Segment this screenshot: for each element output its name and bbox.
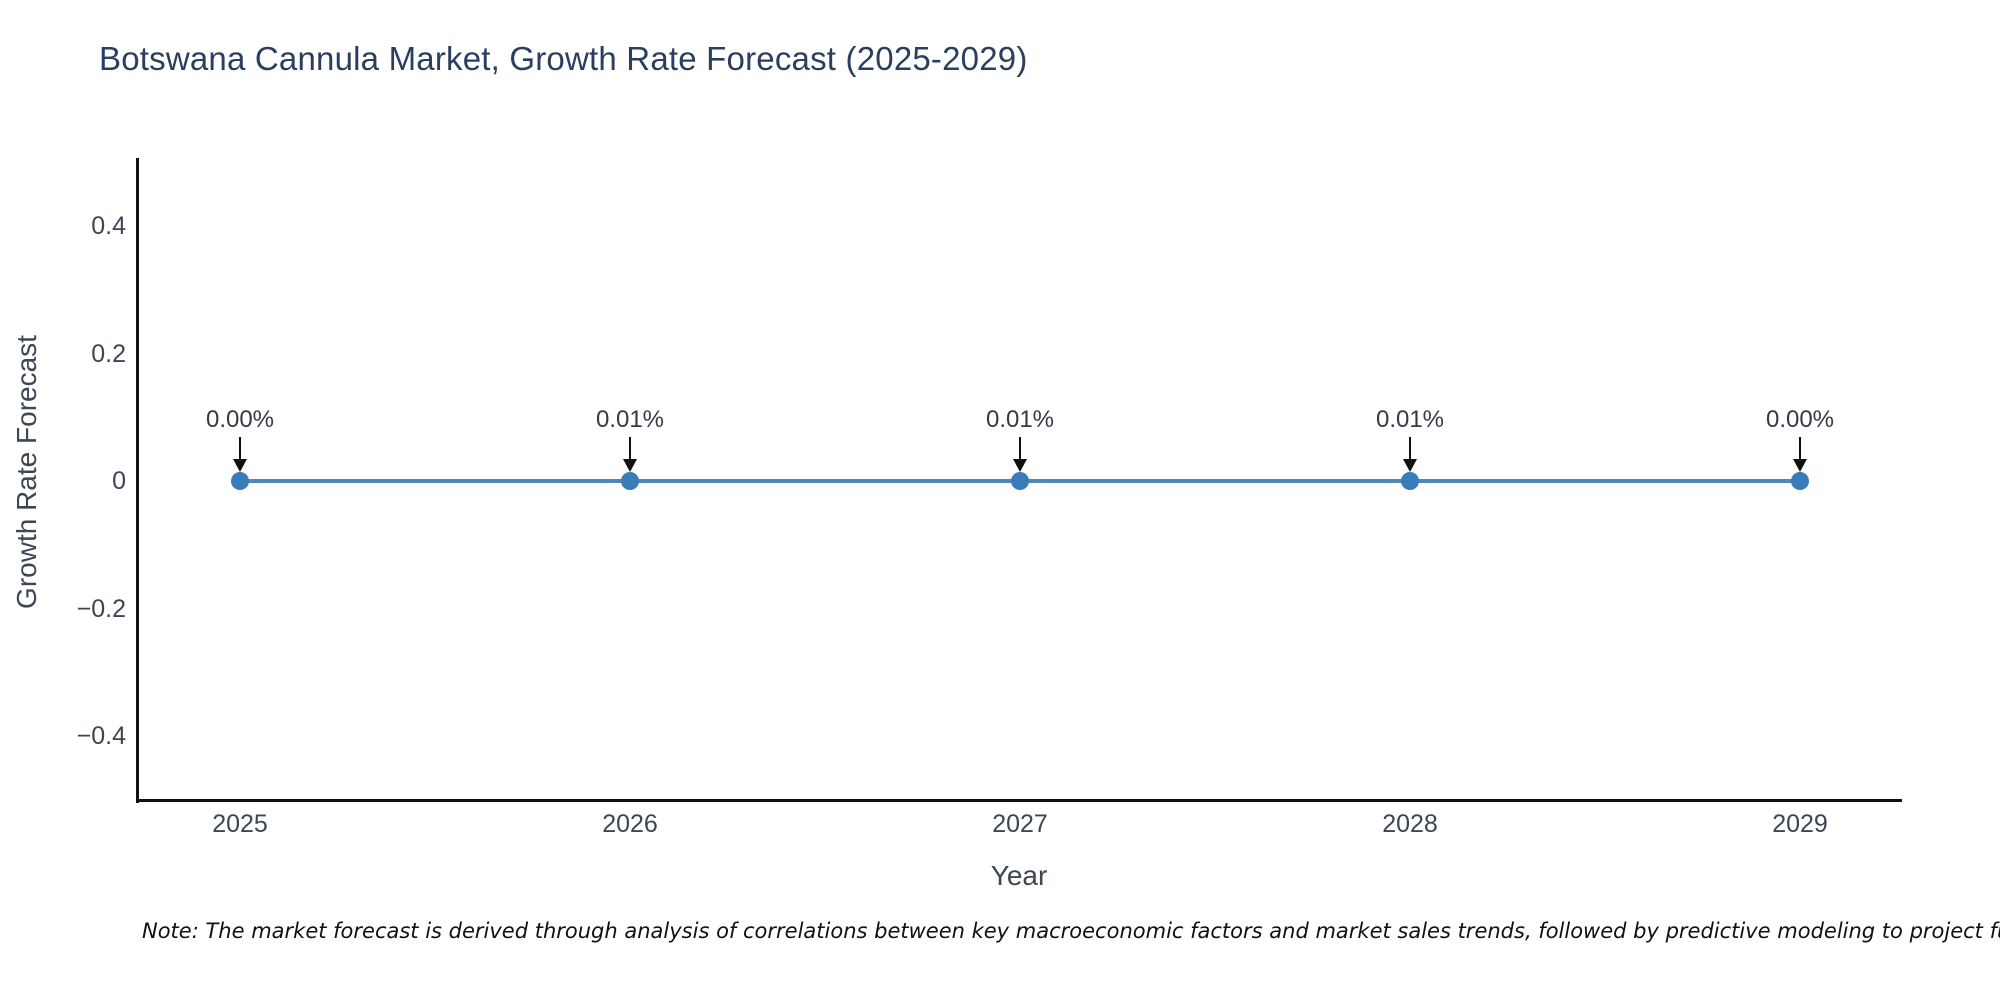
chart-title: Botswana Cannula Market, Growth Rate For… <box>99 40 1028 77</box>
x-axis-title: Year <box>990 860 1048 891</box>
annotation-arrow-stem <box>1799 437 1801 459</box>
data-point-marker <box>231 472 249 490</box>
annotation-arrow-head <box>623 458 637 472</box>
y-tick-label: 0.2 <box>91 339 126 368</box>
data-point-marker <box>1401 471 1419 490</box>
y-axis-line <box>136 158 139 803</box>
annotation-arrow-stem <box>629 436 631 459</box>
x-tick-label: 2029 <box>1772 810 1828 838</box>
annotation-arrow-stem <box>1409 436 1411 459</box>
point-annotation-label: 0.00% <box>205 406 275 433</box>
point-annotation-label: 0.00% <box>1765 406 1835 433</box>
y-tick-label: 0.4 <box>91 212 126 240</box>
annotation-arrow-head <box>1013 458 1027 472</box>
annotation-arrow-head <box>1403 458 1417 472</box>
x-tick-label: 2028 <box>1382 810 1438 838</box>
footnote: Note: The market forecast is derived thr… <box>142 919 2000 943</box>
y-tick-label: −0.2 <box>76 594 126 623</box>
data-point-marker <box>621 471 639 490</box>
x-tick-label: 2027 <box>992 810 1048 838</box>
x-axis-line <box>136 799 1902 802</box>
point-annotation-label: 0.01% <box>595 405 665 433</box>
annotation-arrow-head <box>233 459 247 472</box>
x-tick-label: 2026 <box>602 810 658 838</box>
annotation-arrow-stem <box>239 437 241 459</box>
point-annotation-label: 0.01% <box>1375 405 1445 433</box>
annotation-arrow-head <box>1793 459 1807 472</box>
annotation-arrow-stem <box>1019 436 1021 459</box>
y-tick-label: 0 <box>112 467 126 495</box>
point-annotation-label: 0.01% <box>985 405 1055 433</box>
x-tick-label: 2025 <box>212 810 268 838</box>
data-point-marker <box>1011 471 1029 490</box>
y-tick-label: −0.4 <box>76 722 126 750</box>
data-point-marker <box>1791 472 1809 490</box>
